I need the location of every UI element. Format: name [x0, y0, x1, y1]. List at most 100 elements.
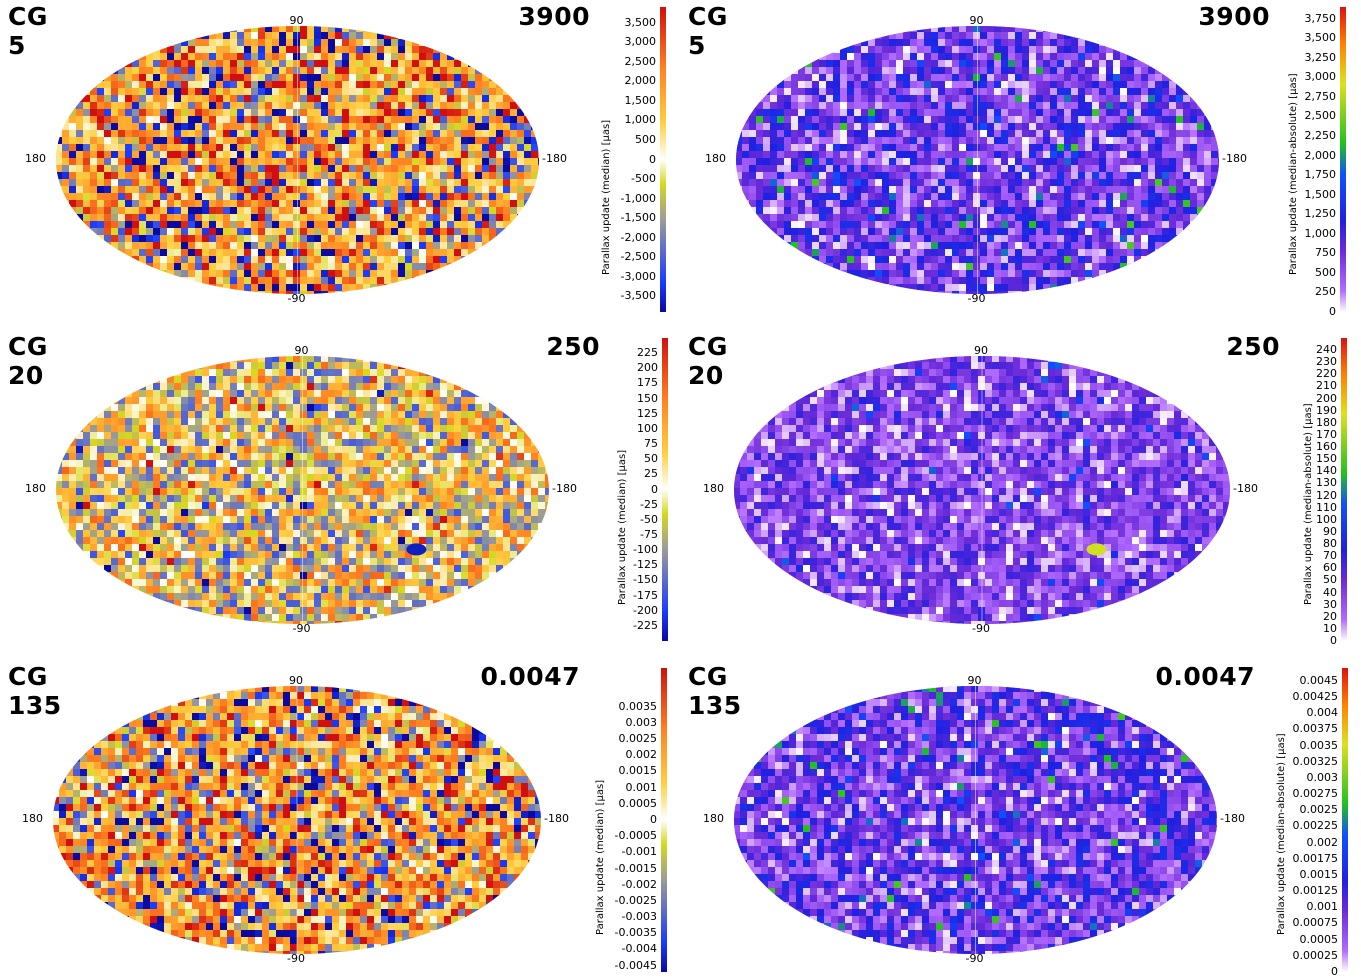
colorbar-tick-label: -3,500	[588, 289, 656, 302]
colorbar-tick-label: 500	[588, 133, 656, 146]
colorbar-title: Parallax update (median) [µas]	[595, 780, 606, 935]
colorbar-tick-label: 2,500	[588, 55, 656, 68]
colorbar-tick-label: 0.0035	[589, 700, 657, 713]
colorbar-title: Parallax update (median-absolute) [µas]	[1288, 73, 1299, 275]
colorbar	[661, 668, 669, 972]
colorbar-tick-label: -0.004	[589, 942, 657, 955]
colorbar-tick-label: 210	[1269, 379, 1337, 392]
colorbar-tick-label: 20	[1269, 610, 1337, 623]
colorbar	[662, 338, 670, 641]
colorbar-tick-label: 0.002	[589, 748, 657, 761]
colorbar-tick-label: 2,000	[1268, 149, 1336, 162]
colorbar-tick-label: -3,000	[588, 270, 656, 283]
sky-map	[52, 685, 542, 955]
colorbar-tick-label: 75	[590, 437, 658, 450]
colorbar-tick-label: 3,250	[1268, 51, 1336, 64]
axis-label-right: -180	[1222, 152, 1247, 165]
colorbar-tick-label: -0.0045	[589, 959, 657, 972]
colorbar-tick-label: 500	[1268, 266, 1336, 279]
axis-label-right: -180	[542, 152, 567, 165]
panel-title: CG 5	[8, 2, 48, 60]
axis-label-left: 180	[703, 812, 724, 825]
colorbar-tick-label: 3,000	[1268, 70, 1336, 83]
colorbar-tick-label: 3,000	[588, 35, 656, 48]
colorbar-tick-label: 0.0025	[589, 732, 657, 745]
colorbar-tick-label: 2,500	[1268, 109, 1336, 122]
colorbar-tick-label: 0	[1268, 305, 1336, 318]
axis-label-bottom: -90	[972, 622, 990, 635]
colorbar-tick-label: 2,000	[588, 74, 656, 87]
panel-title: CG 20	[688, 332, 728, 390]
colorbar	[1341, 338, 1349, 641]
colorbar-tick-label: 100	[590, 422, 658, 435]
colorbar-tick-label: 0.0015	[589, 764, 657, 777]
axis-label-left: 180	[705, 152, 726, 165]
sky-map	[735, 25, 1220, 295]
axis-label-top: 90	[968, 674, 982, 687]
colorbar-title: Parallax update (median-absolute) [µas]	[1276, 733, 1287, 935]
colorbar-tick-label: -1,500	[588, 211, 656, 224]
axis-label-bottom: -90	[966, 952, 984, 965]
colorbar-tick-label: 1,500	[588, 94, 656, 107]
axis-label-left: 180	[25, 152, 46, 165]
colorbar-tick-label: 0	[588, 153, 656, 166]
colorbar-tick-label: -500	[588, 172, 656, 185]
axis-label-top: 90	[289, 674, 303, 687]
colorbar	[1342, 668, 1350, 972]
colorbar-tick-label: 3,750	[1268, 12, 1336, 25]
colorbar-tick-label: 10	[1269, 622, 1337, 635]
panel-title: CG 20	[8, 332, 48, 390]
colorbar-tick-label: 150	[590, 392, 658, 405]
colorbar-tick-label: 1,000	[588, 113, 656, 126]
axis-label-left: 180	[22, 812, 43, 825]
sky-map	[733, 355, 1231, 625]
colorbar-tick-label: 0	[1269, 634, 1337, 647]
axis-label-bottom: -90	[288, 292, 306, 305]
colorbar-tick-label: 230	[1269, 355, 1337, 368]
axis-label-top: 90	[970, 14, 984, 27]
colorbar-tick-label: 200	[590, 361, 658, 374]
axis-label-right: -180	[1233, 482, 1258, 495]
colorbar-tick-label: 1,000	[1268, 227, 1336, 240]
colorbar-tick-label: 0.00425	[1270, 690, 1338, 703]
colorbar-title: Parallax update (median) [µas]	[601, 119, 612, 274]
colorbar-tick-label: 125	[590, 407, 658, 420]
colorbar-tick-label: -2,000	[588, 231, 656, 244]
colorbar-tick-label: 0.00025	[1270, 949, 1338, 962]
colorbar-tick-label: -225	[590, 619, 658, 632]
colorbar-title: Parallax update (median-absolute) [µas]	[1303, 403, 1314, 605]
axis-label-right: -180	[1220, 812, 1245, 825]
axis-label-bottom: -90	[968, 292, 986, 305]
colorbar-tick-label: -2,500	[588, 250, 656, 263]
colorbar-tick-label: 240	[1269, 343, 1337, 356]
axis-label-bottom: -90	[287, 952, 305, 965]
colorbar	[660, 7, 668, 312]
colorbar-tick-label: 2,250	[1268, 129, 1336, 142]
axis-label-top: 90	[295, 344, 309, 357]
axis-label-top: 90	[290, 14, 304, 27]
colorbar-tick-label: 2,750	[1268, 90, 1336, 103]
axis-label-left: 180	[25, 482, 46, 495]
axis-label-right: -180	[544, 812, 569, 825]
colorbar-tick-label: 250	[1268, 285, 1336, 298]
colorbar-tick-label: 1,750	[1268, 168, 1336, 181]
colorbar-tick-label: -200	[590, 604, 658, 617]
colorbar-tick-label: 225	[590, 346, 658, 359]
panel-title: CG 5	[688, 2, 728, 60]
colorbar-tick-label: 1,500	[1268, 188, 1336, 201]
colorbar-tick-label: 0.004	[1270, 706, 1338, 719]
colorbar-tick-label: 0	[1270, 965, 1338, 978]
colorbar-tick-label: 750	[1268, 246, 1336, 259]
colorbar-tick-label: 175	[590, 376, 658, 389]
axis-label-bottom: -90	[293, 622, 311, 635]
colorbar-tick-label: 3,500	[588, 16, 656, 29]
colorbar-title: Parallax update (median) [µas]	[617, 449, 628, 604]
colorbar-tick-label: 1,250	[1268, 207, 1336, 220]
sky-map	[55, 25, 540, 295]
colorbar-tick-label: 3,500	[1268, 31, 1336, 44]
axis-label-left: 180	[703, 482, 724, 495]
sky-map	[733, 685, 1218, 955]
colorbar	[1340, 7, 1348, 312]
colorbar-tick-label: 0.0045	[1270, 674, 1338, 687]
colorbar-tick-label: 220	[1269, 367, 1337, 380]
